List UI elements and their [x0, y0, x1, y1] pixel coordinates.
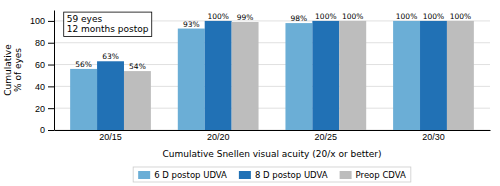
- x-tick: 20/20: [207, 130, 230, 142]
- x-tick: 20/25: [315, 130, 338, 142]
- x-tick-label: 20/15: [99, 132, 122, 142]
- bar: [285, 23, 312, 130]
- bar: [232, 22, 259, 130]
- legend-label: Preop CDVA: [356, 170, 406, 180]
- y-tick: 20: [35, 104, 54, 114]
- bar: [178, 29, 205, 130]
- bar: [70, 69, 97, 130]
- y-tick: 40: [35, 82, 54, 92]
- y-tick-mark: [48, 43, 54, 44]
- legend: 6 D postop UDVA 8 D postop UDVA Preop CDVA: [133, 167, 411, 182]
- bar: [205, 21, 232, 130]
- y-tick-mark: [48, 86, 54, 87]
- y-tick-label: 0: [40, 125, 45, 135]
- legend-item: Preop CDVA: [340, 170, 406, 180]
- data-label: 99%: [237, 13, 254, 22]
- series: [70, 21, 420, 130]
- data-label: 56%: [75, 60, 92, 69]
- legend-label: 8 D postop UDVA: [255, 170, 328, 180]
- y-tick-label: 40: [35, 82, 45, 92]
- bar: [393, 21, 420, 130]
- y-tick-label: 100: [30, 16, 45, 26]
- x-axis-line: [55, 130, 491, 131]
- data-label: 100%: [450, 12, 471, 21]
- x-axis: 20/15 20/20 20/25 20/30: [55, 130, 491, 142]
- data-label: 100%: [207, 12, 228, 21]
- bars: [70, 21, 474, 130]
- data-label: 93%: [183, 20, 200, 29]
- y-tick: 100: [30, 16, 54, 26]
- y-tick-mark: [48, 65, 54, 66]
- annotation: 59 eyes12 months postop: [64, 12, 152, 36]
- y-tick: 0: [40, 125, 54, 135]
- legend-swatch: [340, 171, 352, 179]
- annotation-box: [64, 12, 152, 36]
- series: [124, 21, 474, 130]
- x-tick-label: 20/20: [207, 132, 230, 142]
- bar: [312, 21, 339, 130]
- y-axis: 0 20 40 60 80 100: [30, 11, 55, 136]
- legend-item: 6 D postop UDVA: [138, 170, 227, 180]
- data-label: 100%: [423, 12, 444, 21]
- data-label: 54%: [129, 62, 146, 71]
- y-tick-label: 60: [35, 60, 45, 70]
- x-tick: 20/30: [422, 130, 445, 142]
- data-label: 100%: [342, 12, 363, 21]
- bar: [97, 61, 124, 130]
- y-tick: 80: [35, 38, 54, 48]
- y-axis-line: [54, 11, 55, 131]
- data-label: 100%: [315, 12, 336, 21]
- bar: [420, 21, 447, 130]
- y-tick-mark: [48, 130, 54, 131]
- x-tick-label: 20/30: [422, 132, 445, 142]
- bar: [124, 71, 151, 130]
- legend-frame: [133, 167, 411, 182]
- legend-label: 6 D postop UDVA: [154, 170, 227, 180]
- legend-items: 6 D postop UDVA 8 D postop UDVA Preop CDVA: [138, 170, 406, 180]
- data-label: 63%: [102, 52, 119, 61]
- bar: [447, 21, 474, 130]
- data-label: 98%: [291, 14, 308, 23]
- y-tick-mark: [48, 108, 54, 109]
- x-tick-label: 20/25: [315, 132, 338, 142]
- series: [97, 21, 447, 130]
- data-label: 100%: [396, 12, 417, 21]
- bar: [339, 21, 366, 130]
- chart: 56% 93% 98% 100% 63% 100% 100% 100% 54% 99% 100% 10…: [0, 0, 500, 186]
- legend-swatch: [239, 171, 251, 179]
- y-tick: 60: [35, 60, 54, 70]
- x-axis-title: Cumulative Snellen visual acuity (20/x o…: [162, 149, 381, 159]
- grid: [54, 21, 490, 130]
- x-tick: 20/15: [99, 130, 122, 142]
- annotation-text: 59 eyes12 months postop: [67, 14, 149, 34]
- y-axis-title: Cumulative% of eyes: [3, 44, 23, 96]
- y-tick-label: 80: [35, 38, 45, 48]
- y-tick-mark: [48, 21, 54, 22]
- plot: 56% 93% 98% 100% 63% 100% 100% 100% 54% 99% 100% 10…: [3, 11, 491, 160]
- legend-swatch: [138, 171, 150, 179]
- legend-item: 8 D postop UDVA: [239, 170, 328, 180]
- y-tick-label: 20: [35, 104, 45, 114]
